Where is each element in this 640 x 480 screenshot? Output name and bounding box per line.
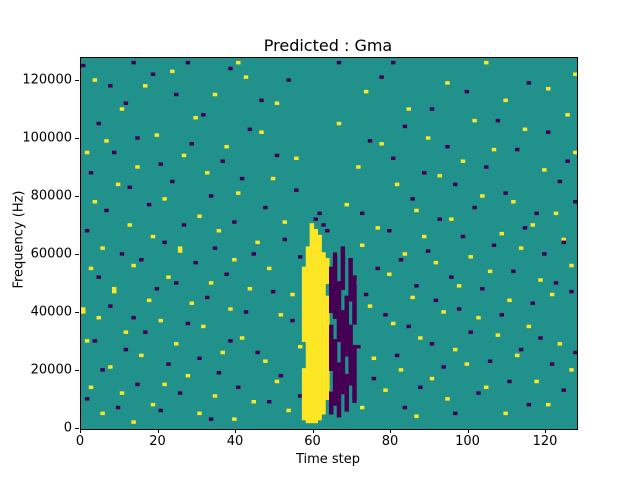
chart-title: Predicted : Gma — [263, 36, 393, 55]
x-axis-label: Time step — [295, 452, 361, 467]
y-tick-label: 100000 — [22, 130, 72, 146]
y-tick-label: 40000 — [30, 304, 72, 320]
x-tick-mark — [545, 429, 546, 433]
y-tick-label: 80000 — [30, 188, 72, 204]
y-tick-mark — [75, 196, 79, 198]
x-tick-label: 0 — [75, 434, 85, 449]
y-tick-mark — [75, 428, 79, 429]
x-tick-mark — [467, 429, 469, 433]
x-tick-mark — [312, 429, 314, 433]
x-tick-mark — [157, 429, 159, 433]
y-tick-mark — [75, 370, 79, 372]
y-tick-mark — [75, 254, 79, 256]
x-tick-label: 40 — [226, 434, 244, 449]
heatmap-canvas — [81, 58, 577, 429]
x-tick-mark — [80, 429, 81, 433]
x-tick-label: 120 — [532, 434, 558, 449]
plot-area — [80, 57, 578, 430]
x-tick-label: 100 — [455, 434, 480, 449]
y-tick-label: 120000 — [22, 72, 72, 88]
x-tick-label: 80 — [381, 434, 399, 449]
x-tick-mark — [390, 429, 391, 433]
x-tick-mark — [235, 429, 236, 433]
y-tick-label: 60000 — [30, 246, 72, 262]
y-axis-label: Frequency (Hz) — [11, 190, 27, 289]
y-tick-label: 0 — [63, 420, 72, 436]
y-tick-label: 20000 — [30, 362, 72, 378]
x-tick-label: 20 — [149, 434, 166, 449]
y-tick-mark — [75, 138, 79, 140]
y-tick-mark — [75, 80, 79, 82]
y-tick-mark — [75, 312, 79, 314]
x-tick-label: 60 — [304, 434, 321, 449]
